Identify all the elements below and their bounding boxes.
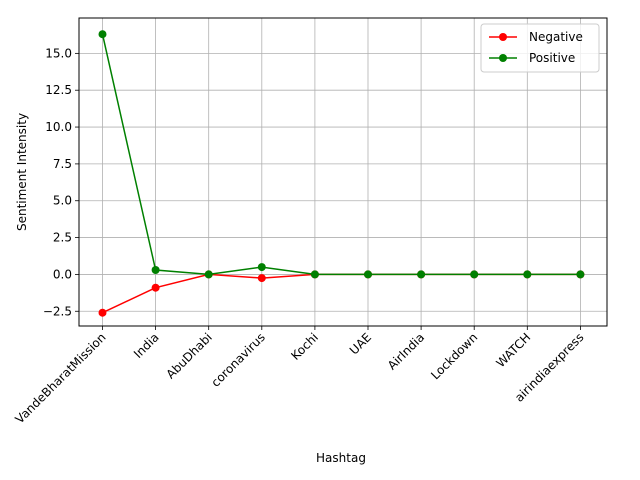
y-axis-label: Sentiment Intensity <box>15 113 29 231</box>
y-tick-label: 15.0 <box>45 46 72 60</box>
series-layer <box>98 30 585 317</box>
y-tick-label: 7.5 <box>53 157 72 171</box>
x-axis-label: Hashtag <box>316 451 366 465</box>
series-point-positive <box>576 270 585 279</box>
series-point-positive <box>364 270 372 279</box>
plot-frame <box>78 17 608 327</box>
series-point-positive <box>98 30 107 39</box>
series-point-positive <box>470 270 479 279</box>
series-point-negative <box>257 274 266 283</box>
series-point-positive <box>310 270 319 279</box>
series-point-positive <box>523 270 532 279</box>
y-tick-label: 0.0 <box>53 267 72 281</box>
y-tick-label: 2.5 <box>53 231 72 245</box>
y-tick-label: 5.0 <box>53 194 72 208</box>
y-tick-label: −2.5 <box>43 304 72 318</box>
legend-box <box>480 23 600 73</box>
legend: Negative Positive <box>480 23 600 73</box>
series-point-negative <box>98 308 107 317</box>
series-point-positive <box>204 270 213 279</box>
legend-negative-label: Negative <box>529 30 583 44</box>
series-point-positive <box>257 263 266 272</box>
legend-negative-marker <box>499 33 507 41</box>
series-point-positive <box>151 266 160 274</box>
legend-positive-marker <box>499 54 507 62</box>
y-tick-label: 12.5 <box>45 83 72 97</box>
legend-positive-label: Positive <box>529 51 575 65</box>
series-point-negative <box>151 283 160 292</box>
y-tick-label: 10.0 <box>45 120 72 134</box>
series-line-positive <box>101 34 581 276</box>
series-point-positive <box>417 270 426 279</box>
